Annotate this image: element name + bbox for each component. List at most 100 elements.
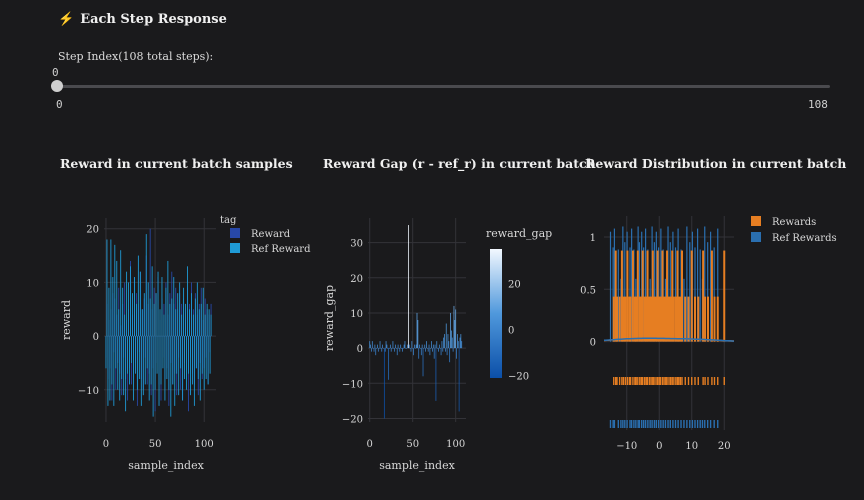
bar-reward-gap bbox=[408, 344, 410, 349]
histogram-bar-rewards bbox=[664, 296, 667, 342]
legend-swatch bbox=[751, 216, 761, 226]
bar-ref-reward bbox=[152, 336, 154, 417]
bar-reward-gap bbox=[438, 348, 439, 352]
histogram-bar-rewards bbox=[626, 250, 629, 342]
bar-reward-gap bbox=[388, 348, 390, 380]
histogram-bar-ref-rewards bbox=[704, 226, 706, 342]
histogram-bar-ref-rewards bbox=[612, 247, 614, 342]
bar-ref-reward bbox=[204, 314, 206, 337]
bar-ref-reward bbox=[105, 336, 107, 369]
bar-ref-reward bbox=[166, 336, 168, 380]
histogram-bar-rewards bbox=[671, 250, 674, 342]
bar-ref-reward bbox=[158, 336, 160, 406]
bar-ref-reward bbox=[183, 287, 185, 337]
bar-ref-reward bbox=[111, 336, 113, 385]
bar-reward-gap bbox=[381, 348, 383, 352]
histogram-bar-ref-rewards bbox=[707, 242, 709, 342]
bar-ref-reward bbox=[106, 239, 108, 337]
bar-ref-reward bbox=[168, 336, 170, 390]
bar-ref-reward bbox=[119, 336, 121, 401]
histogram-bar-ref-rewards bbox=[624, 242, 626, 342]
bar-ref-reward bbox=[175, 309, 177, 337]
bar-ref-reward bbox=[118, 309, 120, 337]
bar-ref-reward bbox=[125, 336, 127, 412]
x-tick-label: 50 bbox=[149, 439, 162, 450]
bar-ref-reward bbox=[177, 293, 179, 337]
bar-ref-reward bbox=[147, 282, 149, 337]
step-slider-track[interactable] bbox=[58, 85, 830, 88]
bar-reward-gap bbox=[391, 348, 393, 349]
histogram-bar-rewards bbox=[681, 250, 683, 342]
bar-reward-gap bbox=[428, 344, 430, 349]
bar-reward-gap bbox=[396, 348, 398, 356]
bar-ref-reward bbox=[128, 282, 130, 337]
bar-ref-reward bbox=[160, 336, 162, 385]
bar-ref-reward bbox=[188, 336, 189, 374]
bar-reward-gap bbox=[422, 348, 424, 377]
histogram-bar-rewards bbox=[716, 296, 719, 342]
bar-ref-reward bbox=[180, 336, 182, 369]
legend-title: tag bbox=[220, 215, 237, 226]
bar-ref-reward bbox=[127, 336, 129, 374]
bar-ref-reward bbox=[153, 303, 155, 337]
bar-reward-gap bbox=[458, 348, 460, 412]
histogram-bar-rewards bbox=[679, 296, 682, 342]
bar-ref-reward bbox=[123, 336, 125, 396]
bar-ref-reward bbox=[114, 244, 116, 337]
histogram-bar-rewards bbox=[638, 296, 641, 342]
bar-reward-gap bbox=[432, 344, 434, 349]
bar-reward-gap bbox=[402, 348, 404, 349]
histogram-bar-rewards bbox=[677, 296, 680, 342]
histogram-bar-rewards bbox=[694, 296, 696, 342]
bar-reward-gap bbox=[371, 341, 373, 349]
histogram-bar-ref-rewards bbox=[655, 231, 657, 342]
y-axis-title: reward bbox=[60, 300, 73, 340]
bar-reward-gap bbox=[377, 348, 379, 352]
bar-ref-reward bbox=[186, 336, 187, 390]
bar-reward-gap bbox=[385, 341, 387, 349]
histogram-bar-rewards bbox=[663, 296, 666, 342]
histogram-bar-rewards bbox=[641, 250, 644, 342]
bar-reward-gap bbox=[448, 341, 450, 349]
bar-reward-gap bbox=[370, 344, 371, 349]
bar-ref-reward bbox=[210, 314, 212, 337]
bar-reward-gap bbox=[369, 341, 371, 349]
colorbar-tick-label: 20 bbox=[508, 280, 521, 291]
histogram-bar-rewards bbox=[687, 296, 690, 342]
bar-reward-gap bbox=[434, 344, 436, 349]
bar-reward-gap bbox=[409, 348, 411, 349]
histogram-bar-rewards bbox=[624, 296, 627, 342]
bar-ref-reward bbox=[181, 314, 183, 337]
y-tick-label: −20 bbox=[342, 414, 363, 425]
bar-ref-reward bbox=[108, 287, 110, 337]
histogram-bar-rewards bbox=[707, 296, 709, 342]
histogram-bar-rewards bbox=[635, 296, 638, 342]
histogram-bar-ref-rewards bbox=[631, 228, 633, 342]
bar-ref-reward bbox=[146, 336, 148, 369]
bar-ref-reward bbox=[193, 336, 195, 406]
legend-label: Rewards bbox=[772, 217, 816, 228]
bar-ref-reward bbox=[200, 303, 202, 337]
bar-reward-gap bbox=[427, 348, 429, 352]
bar-ref-reward bbox=[176, 336, 178, 374]
bar-ref-reward bbox=[139, 271, 141, 337]
y-tick-label: 10 bbox=[350, 309, 363, 320]
y-tick-label: 0 bbox=[357, 344, 363, 355]
bar-ref-reward bbox=[178, 336, 180, 396]
bar-reward-gap bbox=[378, 348, 380, 349]
bar-ref-reward bbox=[131, 336, 132, 363]
histogram-bar-rewards bbox=[713, 296, 716, 342]
bar-reward-gap bbox=[457, 334, 458, 349]
step-slider-thumb[interactable] bbox=[51, 80, 63, 92]
bar-ref-reward bbox=[124, 314, 126, 337]
bar-reward-gap bbox=[416, 312, 418, 349]
bar-ref-reward bbox=[156, 336, 158, 374]
bar-ref-reward bbox=[207, 336, 209, 385]
histogram-bar-ref-rewards bbox=[613, 228, 615, 342]
bar-ref-reward bbox=[137, 255, 139, 337]
bar-ref-reward bbox=[209, 336, 211, 374]
section-title: ⚡ Each Step Response bbox=[58, 12, 227, 27]
bar-reward-gap bbox=[420, 348, 421, 349]
histogram-bar-rewards bbox=[648, 296, 651, 342]
bar-reward-gap bbox=[423, 348, 425, 349]
